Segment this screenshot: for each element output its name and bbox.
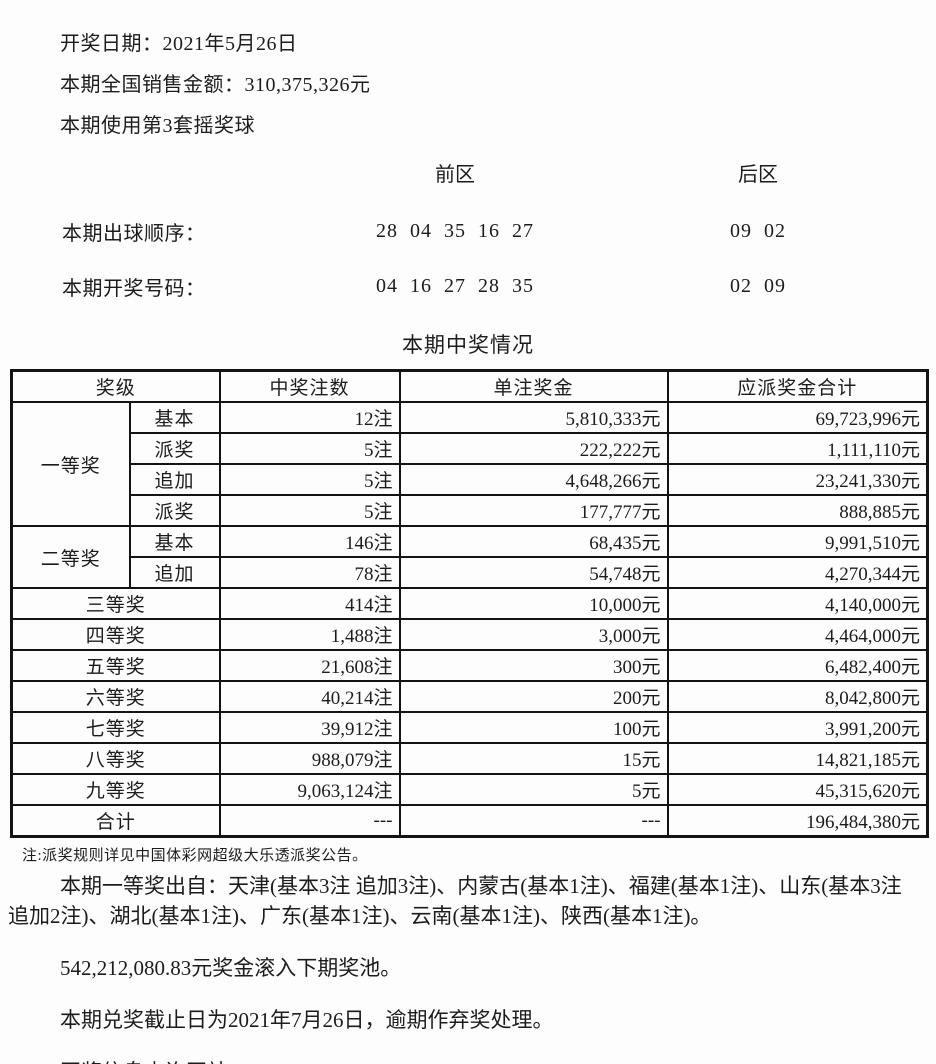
ball-set-line: 本期使用第3套摇奖球: [60, 115, 255, 137]
total-prize-cell: 69,723,996元: [666, 401, 929, 434]
total-prize-cell: 6,482,400元: [666, 649, 929, 682]
header-level: 奖级: [10, 369, 221, 403]
count-cell: ---: [218, 804, 401, 838]
winning-numbers-label: 本期开奖号码：: [62, 278, 206, 300]
total-prize-cell: 1,111,110元: [666, 432, 929, 465]
count-cell: 39,912注: [218, 711, 401, 744]
rollover-note: 542,212,080.83元奖金滚入下期奖池。: [60, 956, 402, 980]
table-row: 八等奖 988,079注 15元 14,821,185元: [10, 742, 929, 775]
count-cell: 12注: [218, 401, 401, 434]
sub-label: 派奖: [128, 432, 221, 465]
header-single-prize: 单注奖金: [398, 369, 669, 403]
total-prize-cell: 4,464,000元: [666, 618, 929, 651]
table-row: 一等奖 基本 12注 5,810,333元 69,723,996元: [10, 401, 929, 527]
prize-table-header-row: 奖级 中奖注数 单注奖金 应派奖金合计: [10, 369, 929, 403]
single-prize-cell: 10,000元: [398, 587, 669, 620]
single-prize-cell: 54,748元: [398, 556, 669, 589]
sub-label: 追加: [128, 463, 221, 496]
count-cell: 5注: [218, 432, 401, 465]
prize-table: 奖级 中奖注数 单注奖金 应派奖金合计 一等奖 基本 12注 5,810,333…: [10, 369, 930, 838]
table-row: 六等奖 40,214注 200元 8,042,800元: [10, 680, 929, 713]
total-prize-cell: 9,991,510元: [666, 525, 929, 558]
single-prize-cell: 300元: [398, 649, 669, 682]
table-row-total: 合计 --- --- 196,484,380元: [10, 804, 929, 838]
level-cell: 三等奖: [10, 587, 221, 620]
level-cell: 七等奖: [10, 711, 221, 744]
table-row: 四等奖 1,488注 3,000元 4,464,000元: [10, 618, 929, 651]
level-cell: 六等奖: [10, 680, 221, 713]
single-prize-cell: 200元: [398, 680, 669, 713]
count-cell: 78注: [218, 556, 401, 589]
level-cell: 四等奖: [10, 618, 221, 651]
single-prize-cell: 222,222元: [398, 432, 669, 465]
first-prize-origin: 本期一等奖出自：天津(基本3注 追加3注)、内蒙古(基本1注)、福建(基本1注)…: [8, 874, 902, 928]
single-prize-cell: 177,777元: [398, 494, 669, 527]
rule-note: 注:派奖规则详见中国体彩网超级大乐透派奖公告。: [22, 848, 368, 864]
table-row: 三等奖 414注 10,000元 4,140,000元: [10, 587, 929, 620]
draw-order-back-numbers: 09 02: [730, 220, 786, 242]
single-prize-cell: 68,435元: [398, 525, 669, 558]
count-cell: 988,079注: [218, 742, 401, 775]
sub-label: 派奖: [128, 494, 221, 527]
level-first-prize: 一等奖: [10, 401, 131, 527]
table-row: 九等奖 9,063,124注 5元 45,315,620元: [10, 773, 929, 806]
level-cell: 八等奖: [10, 742, 221, 775]
level-cell: 九等奖: [10, 773, 221, 806]
count-cell: 414注: [218, 587, 401, 620]
back-zone-label: 后区: [738, 164, 778, 186]
total-prize-cell: 3,991,200元: [666, 711, 929, 744]
single-prize-cell: 4,648,266元: [398, 463, 669, 496]
header-count: 中奖注数: [218, 369, 401, 403]
count-cell: 40,214注: [218, 680, 401, 713]
single-prize-cell: 5,810,333元: [398, 401, 669, 434]
count-cell: 5注: [218, 463, 401, 496]
single-prize-cell: 15元: [398, 742, 669, 775]
redeem-deadline-note: 本期兑奖截止日为2021年7月26日，逾期作弃奖处理。: [60, 1008, 554, 1032]
draw-date-line: 开奖日期：2021年5月26日: [60, 33, 298, 55]
sub-label: 追加: [128, 556, 221, 589]
single-prize-cell: 5元: [398, 773, 669, 806]
count-cell: 9,063,124注: [218, 773, 401, 806]
prize-table-title: 本期中奖情况: [402, 333, 534, 357]
count-cell: 146注: [218, 525, 401, 558]
zone-header-row: 前区 后区: [0, 158, 936, 187]
winning-numbers-front: 04 16 27 28 35: [376, 275, 534, 297]
draw-order-label: 本期出球顺序：: [62, 223, 206, 245]
sub-label: 基本: [128, 401, 221, 434]
draw-order-front-numbers: 28 04 35 16 27: [376, 220, 534, 242]
table-row: 派奖 5注 177,777元 888,885元: [12, 494, 929, 527]
total-prize-cell: 14,821,185元: [666, 742, 929, 775]
table-row: 二等奖 基本 146注 68,435元 9,991,510元: [10, 525, 929, 589]
total-prize-cell: 196,484,380元: [666, 804, 929, 838]
table-row: 追加 5注 4,648,266元 23,241,330元: [12, 463, 929, 496]
single-prize-cell: ---: [398, 804, 669, 838]
level-cell: 五等奖: [10, 649, 221, 682]
total-prize-cell: 4,270,344元: [666, 556, 929, 589]
table-row: 七等奖 39,912注 100元 3,991,200元: [10, 711, 929, 744]
table-row: 五等奖 21,608注 300元 6,482,400元: [10, 649, 929, 682]
table-row: 派奖 5注 222,222元 1,111,110元: [12, 432, 929, 465]
single-prize-cell: 100元: [398, 711, 669, 744]
count-cell: 1,488注: [218, 618, 401, 651]
sub-label: 基本: [128, 525, 221, 558]
total-prize-cell: 23,241,330元: [666, 463, 929, 496]
sales-amount-line: 本期全国销售金额：310,375,326元: [60, 74, 371, 96]
header-total-prize: 应派奖金合计: [666, 369, 929, 403]
total-prize-cell: 4,140,000元: [666, 587, 929, 620]
count-cell: 21,608注: [218, 649, 401, 682]
total-prize-cell: 888,885元: [666, 494, 929, 527]
info-website-note: 开奖信息查询网站：http://www.lottery.gov.cn: [0, 1057, 936, 1064]
single-prize-cell: 3,000元: [398, 618, 669, 651]
count-cell: 5注: [218, 494, 401, 527]
total-prize-cell: 45,315,620元: [666, 773, 929, 806]
level-second-prize: 二等奖: [10, 525, 131, 589]
winning-numbers-row: 本期开奖号码： 04 16 27 28 35 02 09: [0, 272, 936, 301]
total-prize-cell: 8,042,800元: [666, 680, 929, 713]
winning-numbers-back: 02 09: [730, 275, 786, 297]
front-zone-label: 前区: [435, 164, 475, 186]
draw-order-row: 本期出球顺序： 28 04 35 16 27 09 02: [0, 217, 936, 246]
table-row: 追加 78注 54,748元 4,270,344元: [12, 556, 929, 589]
level-total-cell: 合计: [10, 804, 221, 838]
